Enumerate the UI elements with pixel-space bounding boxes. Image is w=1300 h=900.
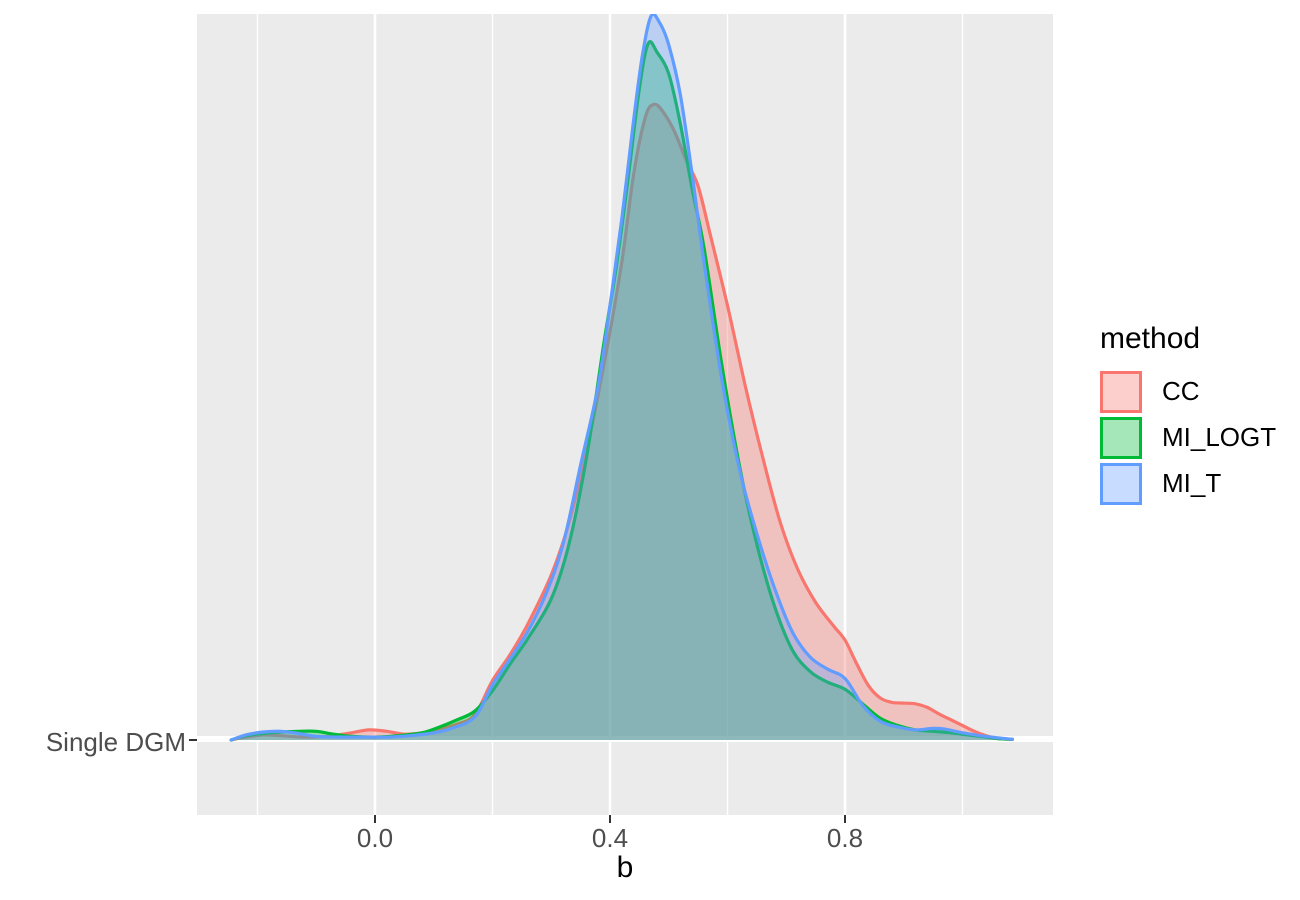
x-tick-label: 0.0 xyxy=(356,823,394,853)
legend-entry-CC: CC xyxy=(1100,370,1276,413)
density-area-CC xyxy=(231,104,1013,741)
density-plot-svg xyxy=(197,14,1053,815)
y-tick-label: Single DGM xyxy=(45,727,186,757)
legend-items: CC MI_LOGT MI_T xyxy=(1100,370,1276,505)
legend-entry-MI_T: MI_T xyxy=(1100,462,1276,505)
y-tick-mark xyxy=(189,739,197,741)
x-tick-mark xyxy=(374,815,376,823)
legend: method CC MI_LOGT MI_T xyxy=(1100,322,1276,508)
x-tick-label: 0.4 xyxy=(591,823,629,853)
legend-key-swatch xyxy=(1100,416,1142,459)
x-axis-title: b xyxy=(616,851,634,884)
x-tick-mark xyxy=(609,815,611,823)
legend-key-swatch xyxy=(1100,370,1142,413)
x-tick-mark xyxy=(844,815,846,823)
x-tick-label: 0.8 xyxy=(826,823,864,853)
legend-label: CC xyxy=(1162,376,1200,406)
density-line-CC xyxy=(229,102,1014,742)
legend-label: MI_T xyxy=(1162,468,1222,498)
legend-key-swatch xyxy=(1100,462,1142,505)
y-major-gridline xyxy=(197,736,1053,742)
density-area-MI_T xyxy=(231,14,1013,741)
legend-entry-MI_LOGT: MI_LOGT xyxy=(1100,416,1276,459)
density-area-MI_LOGT xyxy=(231,41,1013,741)
density-line-MI_T xyxy=(229,14,1014,742)
legend-label: MI_LOGT xyxy=(1162,422,1277,452)
plot-panel xyxy=(197,14,1053,815)
legend-title: method xyxy=(1100,322,1201,355)
